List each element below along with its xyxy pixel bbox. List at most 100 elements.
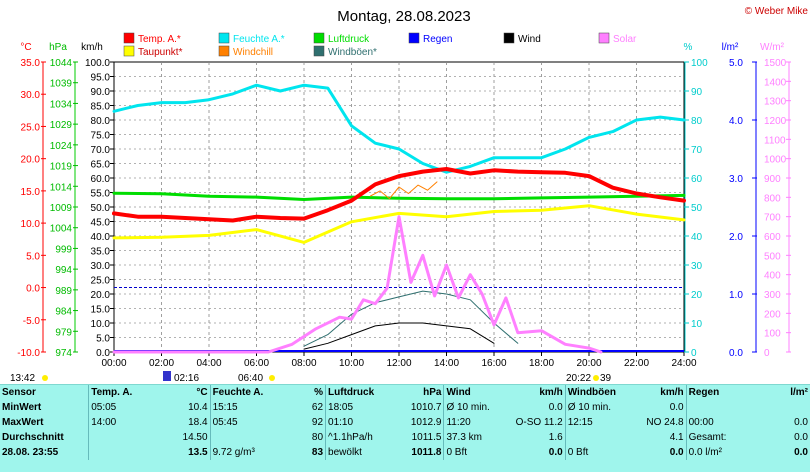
stats-cell: 0 Bft bbox=[564, 445, 629, 460]
rain-tick-label: 3.0 bbox=[729, 174, 743, 185]
stats-cell: Gesamt: bbox=[685, 430, 751, 445]
solar-tick-label: 200 bbox=[764, 309, 781, 320]
stats-cell: 1011.8 bbox=[411, 447, 442, 458]
stats-cell: 37.3 km bbox=[443, 430, 508, 445]
stats-cell: 62 bbox=[311, 402, 324, 413]
stats-cell: 14:00 bbox=[88, 415, 152, 430]
wind-tick-label: 80.0 bbox=[91, 116, 111, 127]
wind-tick-label: 15.0 bbox=[91, 305, 111, 316]
stats-cell: 0 Bft bbox=[443, 445, 508, 460]
x-tick-label: 08:00 bbox=[291, 358, 316, 369]
legend-swatch bbox=[408, 32, 420, 44]
pressure-tick-label: 1014 bbox=[50, 182, 73, 193]
stats-cell: 0.0 bbox=[794, 432, 808, 443]
stats-cell: 0.0 bbox=[548, 447, 563, 458]
stats-cell: NO 24.8 bbox=[646, 417, 684, 428]
plot-area bbox=[112, 83, 686, 354]
wind-tick-label: 25.0 bbox=[91, 276, 111, 287]
stats-row-current: 28.08. 23:55 13.5 9.72 g/m³ 83 bewölkt 1011.8… bbox=[0, 445, 810, 460]
pressure-tick-label: 1024 bbox=[50, 141, 73, 152]
rain-unit: l/m² bbox=[722, 42, 739, 53]
rain-tick-label: 4.0 bbox=[729, 116, 743, 127]
legend-label: Luftdruck bbox=[328, 34, 370, 45]
x-tick-label: 00:00 bbox=[101, 358, 126, 369]
gusts-line bbox=[303, 290, 519, 347]
wind-tick-label: 55.0 bbox=[91, 189, 111, 200]
stats-cell: Sensor bbox=[2, 387, 36, 398]
stats-cell: ^1.1hPa/h bbox=[325, 430, 388, 445]
legend-swatch bbox=[123, 32, 135, 44]
stats-row-min: MinWert 05:05 10.4 15:15 62 18:05 1010.7 Ø 10 m… bbox=[0, 400, 810, 415]
stats-cell: 15:15 bbox=[209, 400, 276, 415]
solar-tick-label: 600 bbox=[764, 232, 781, 243]
moon-label: 06:40 bbox=[238, 373, 263, 384]
sun-marker bbox=[42, 375, 48, 381]
solar-tick-label: 900 bbox=[764, 174, 781, 185]
wind-tick-label: 70.0 bbox=[91, 145, 111, 156]
stats-cell: MaxWert bbox=[2, 417, 44, 428]
wind-line bbox=[303, 322, 495, 350]
solar-tick-label: 400 bbox=[764, 271, 781, 282]
stats-cell bbox=[564, 430, 629, 445]
x-tick-label: 18:00 bbox=[529, 358, 554, 369]
solar-tick-label: 1400 bbox=[764, 77, 787, 88]
stats-cell: 18:05 bbox=[325, 400, 388, 415]
stats-cell bbox=[685, 400, 751, 415]
temp-tick-label: 5.0 bbox=[26, 251, 40, 262]
humidity-unit: % bbox=[684, 42, 693, 53]
stats-cell: % bbox=[314, 387, 324, 398]
solar-tick-label: 800 bbox=[764, 193, 781, 204]
temp-tick-label: 25.0 bbox=[21, 122, 41, 133]
stats-cell: 9.72 g/m³ bbox=[209, 445, 276, 460]
stats-cell: Windböen bbox=[564, 385, 629, 400]
stats-cell: Temp. A. bbox=[88, 385, 152, 400]
rain-tick-label: 2.0 bbox=[729, 232, 743, 243]
stats-cell: 18.4 bbox=[188, 417, 208, 428]
solar-tick-label: 300 bbox=[764, 290, 781, 301]
stats-cell: O-SO 11.2 bbox=[515, 417, 563, 428]
wind-tick-label: 40.0 bbox=[91, 232, 111, 243]
stats-cell: 1010.7 bbox=[410, 402, 442, 413]
stats-cell: 01:10 bbox=[325, 415, 388, 430]
temp-tick-label: 35.0 bbox=[21, 58, 41, 69]
temp-tick-label: 10.0 bbox=[21, 219, 41, 230]
wind-tick-label: 85.0 bbox=[91, 102, 111, 113]
solar-tick-label: 500 bbox=[764, 251, 781, 262]
legend-label: Temp. A.* bbox=[138, 34, 181, 45]
stats-cell: Ø 10 min. bbox=[564, 400, 629, 415]
stats-cell: 12:15 bbox=[564, 415, 629, 430]
pressure-tick-label: 1009 bbox=[50, 203, 73, 214]
pressure-tick-label: 1039 bbox=[50, 79, 73, 90]
stats-cell: 4.1 bbox=[669, 432, 684, 443]
stats-cell: l/m² bbox=[790, 387, 808, 398]
pressure-tick-label: 1044 bbox=[50, 58, 73, 69]
x-tick-label: 24:00 bbox=[671, 358, 696, 369]
stats-cell bbox=[88, 430, 152, 445]
sunset-label: 20:22 bbox=[566, 373, 591, 384]
stats-cell: 0.0 bbox=[794, 417, 808, 428]
legend-label: Windböen* bbox=[328, 47, 377, 58]
legend-label: Wind bbox=[518, 34, 541, 45]
x-tick-label: 14:00 bbox=[434, 358, 459, 369]
stats-row-max: MaxWert 14:00 18.4 05:45 92 01:10 1012.9 11:20 O… bbox=[0, 415, 810, 430]
wind-tick-label: 45.0 bbox=[91, 218, 111, 229]
stats-cell: 0.0 bbox=[548, 402, 563, 413]
legend-swatch bbox=[218, 32, 230, 44]
humidity-tick-label: 30 bbox=[691, 261, 703, 272]
pressure-unit: hPa bbox=[49, 42, 67, 53]
pressure-tick-label: 974 bbox=[55, 348, 72, 359]
humidity-tick-label: 80 bbox=[691, 116, 703, 127]
stats-cell: 05:05 bbox=[88, 400, 152, 415]
stats-cell: Feuchte A. bbox=[209, 385, 276, 400]
solar-tick-label: 700 bbox=[764, 213, 781, 224]
solar-tick-label: 0 bbox=[764, 348, 770, 359]
humidity-tick-label: 20 bbox=[691, 290, 703, 301]
x-tick-label: 20:00 bbox=[576, 358, 601, 369]
x-tick-label: 22:00 bbox=[624, 358, 649, 369]
legend-swatch bbox=[313, 45, 325, 57]
wind-tick-label: 100.0 bbox=[85, 58, 110, 69]
temp-tick-label: 20.0 bbox=[21, 155, 41, 166]
legend-swatch bbox=[598, 32, 610, 44]
humidity-tick-label: 40 bbox=[691, 232, 703, 243]
bottom-marks: 13:42 02:16 06:40 20:22 39 bbox=[10, 371, 612, 384]
